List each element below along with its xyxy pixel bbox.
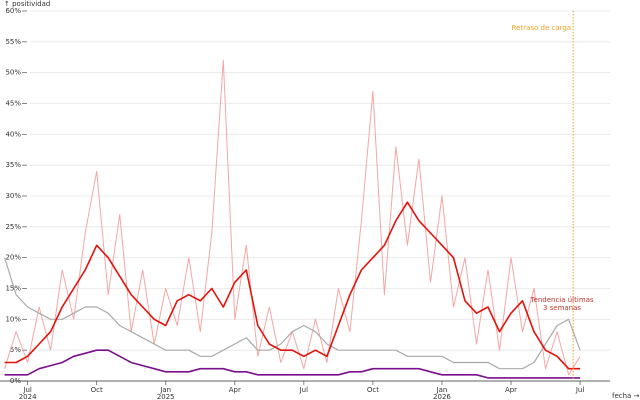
y-tick-label: 25% <box>5 223 21 231</box>
y-tick-label: 20% <box>5 254 21 262</box>
series-line <box>4 201 581 370</box>
y-tick-label: 30% <box>5 192 21 200</box>
series-line <box>4 349 581 379</box>
y-tick-label: 15% <box>5 285 21 293</box>
series-line <box>4 59 581 376</box>
x-tick-label: Jul <box>575 386 585 394</box>
x-axis-label: fecha → <box>612 392 640 400</box>
x-tick-label: Apr <box>505 386 517 394</box>
x-tick-label: Jan <box>159 386 171 394</box>
y-tick-label: 35% <box>5 161 21 169</box>
delay-label: Retraso de carga <box>512 24 572 32</box>
trend-note: Tendencia últimas <box>529 296 594 304</box>
year-label: 2025 <box>157 393 175 400</box>
x-tick-label: Jul <box>22 386 32 394</box>
x-tick-label: Oct <box>91 386 103 394</box>
y-tick-label: 45% <box>5 100 21 108</box>
x-tick-label: Oct <box>367 386 379 394</box>
year-label: 2024 <box>19 393 37 400</box>
y-tick-label: 10% <box>5 315 21 323</box>
year-label: 2026 <box>433 393 451 400</box>
y-tick-label: 55% <box>5 38 21 46</box>
trend-note: 3 semanas <box>543 304 581 312</box>
y-axis-label: ↑ positividad <box>4 0 50 8</box>
x-tick-label: Jan <box>436 386 448 394</box>
y-tick-label: 5% <box>10 346 21 354</box>
y-tick-label: 50% <box>5 69 21 77</box>
x-tick-label: Apr <box>229 386 241 394</box>
y-tick-label: 60% <box>5 7 21 15</box>
y-tick-label: 40% <box>5 130 21 138</box>
x-tick-label: Jul <box>299 386 309 394</box>
series-line <box>4 257 581 370</box>
